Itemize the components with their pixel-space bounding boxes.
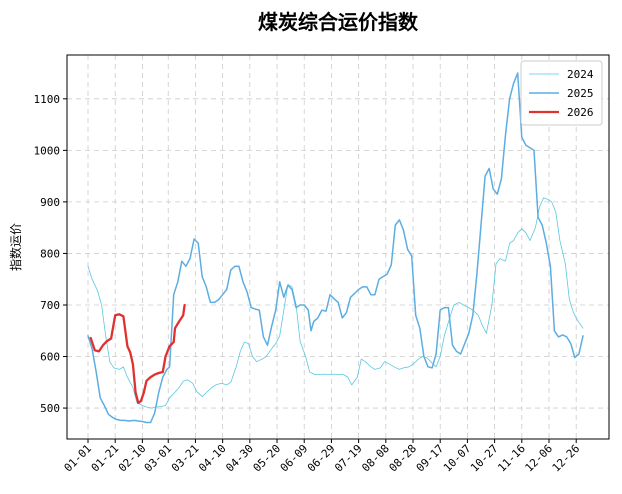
- series-line-2024: [87, 197, 584, 409]
- y-tick-label: 1000: [34, 144, 61, 157]
- y-tick-label: 600: [40, 351, 60, 364]
- series-layer: [87, 72, 584, 424]
- chart-title: 煤炭综合运价指数: [258, 10, 419, 34]
- legend-box: [520, 60, 603, 126]
- plot-frame: [66, 54, 610, 440]
- series-line-2026: [89, 303, 186, 405]
- y-axis-label: 指数运价: [8, 223, 23, 271]
- legend-label-2025: 2025: [567, 87, 594, 100]
- y-tick-label: 700: [40, 299, 60, 312]
- y-tick-label: 500: [40, 402, 60, 415]
- y-axis: 500 600 700 800 900 1000 1100: [34, 93, 67, 415]
- y-tick-label: 900: [40, 196, 60, 209]
- y-tick-label: 800: [40, 247, 60, 260]
- grid: [67, 55, 609, 439]
- y-tick-label: 1100: [34, 93, 61, 106]
- legend-label-2026: 2026: [567, 106, 594, 119]
- legend: 2024 2025 2026: [520, 60, 603, 126]
- series-line-2025: [87, 72, 584, 424]
- legend-label-2024: 2024: [567, 68, 594, 81]
